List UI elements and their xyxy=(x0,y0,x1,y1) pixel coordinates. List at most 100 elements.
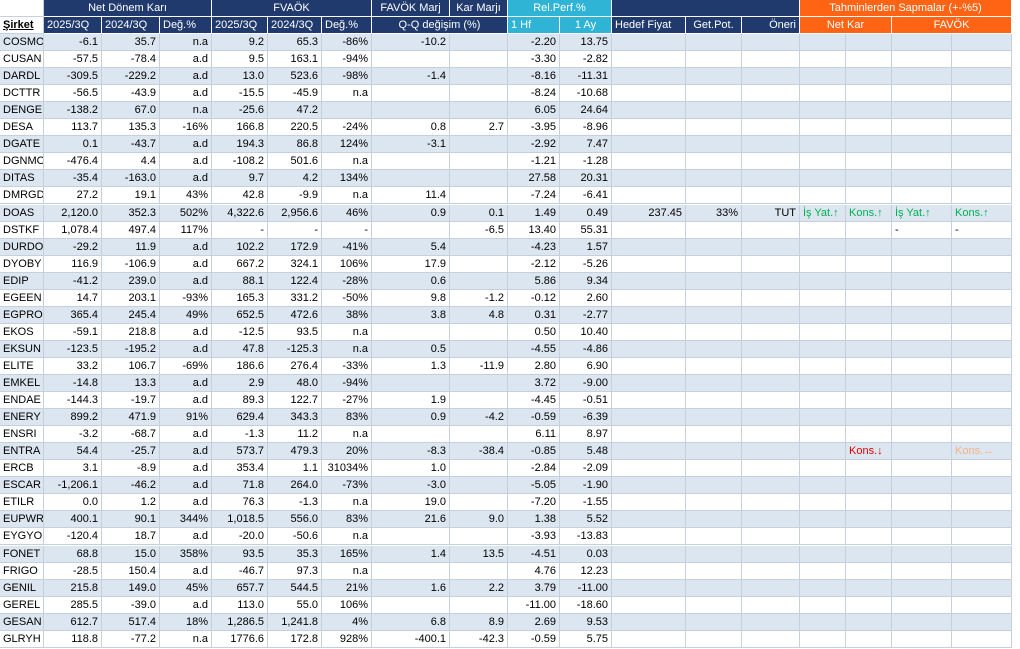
forecast-cell xyxy=(742,596,800,614)
forecast-cell xyxy=(612,579,686,597)
value-cell: n.a xyxy=(160,102,212,120)
forecast-cell xyxy=(612,340,686,358)
ticker: DGATE xyxy=(0,136,44,154)
ticker: GESAN xyxy=(0,613,44,631)
forecast-cell xyxy=(800,528,846,546)
forecast-cell: Kons.↑ xyxy=(952,204,1012,222)
column-header: FAVÖK xyxy=(892,17,1012,34)
forecast-cell xyxy=(892,477,952,495)
value-cell: -4.51 xyxy=(508,545,560,563)
value-cell: 97.3 xyxy=(268,562,322,580)
value-cell: 472.6 xyxy=(268,306,322,324)
forecast-cell xyxy=(612,306,686,324)
value-cell: 9.0 xyxy=(450,511,508,529)
value-cell xyxy=(450,102,508,120)
forecast-cell xyxy=(742,238,800,256)
value-cell xyxy=(372,375,450,393)
value-cell: 71.8 xyxy=(212,477,268,495)
value-cell: -0.85 xyxy=(508,443,560,461)
value-cell: -94% xyxy=(322,51,372,69)
value-cell: 172.9 xyxy=(268,238,322,256)
group-header: FAVÖK Marj xyxy=(372,0,450,17)
forecast-cell xyxy=(892,613,952,631)
value-cell: -144.3 xyxy=(44,392,102,410)
forecast-cell xyxy=(952,68,1012,86)
value-cell: 5.48 xyxy=(560,443,612,461)
forecast-cell xyxy=(742,34,800,52)
value-cell: 501.6 xyxy=(268,153,322,171)
value-cell: -35.4 xyxy=(44,170,102,188)
forecast-cell xyxy=(612,511,686,529)
ticker: EGEEN xyxy=(0,289,44,307)
forecast-cell xyxy=(800,34,846,52)
value-cell: 502% xyxy=(160,204,212,222)
forecast-cell xyxy=(686,102,742,120)
forecast-cell xyxy=(846,85,892,103)
value-cell: 352.3 xyxy=(102,204,160,222)
forecast-cell xyxy=(846,34,892,52)
value-cell xyxy=(450,51,508,69)
forecast-cell xyxy=(612,613,686,631)
value-cell: 0.50 xyxy=(508,323,560,341)
value-cell: a.d xyxy=(160,460,212,478)
value-cell: 2,120.0 xyxy=(44,204,102,222)
forecast-cell xyxy=(686,187,742,205)
forecast-cell xyxy=(892,289,952,307)
value-cell: 113.7 xyxy=(44,119,102,137)
value-cell: a.d xyxy=(160,153,212,171)
value-cell: a.d xyxy=(160,255,212,273)
value-cell: 1.0 xyxy=(372,460,450,478)
value-cell: -57.5 xyxy=(44,51,102,69)
value-cell: -1,206.1 xyxy=(44,477,102,495)
column-header: 1 Ay xyxy=(560,17,612,34)
forecast-cell xyxy=(742,187,800,205)
forecast-cell: Kons.↔ xyxy=(952,443,1012,461)
ticker: GENIL xyxy=(0,579,44,597)
value-cell: 135.3 xyxy=(102,119,160,137)
value-cell: 285.5 xyxy=(44,596,102,614)
ticker: FRIGO xyxy=(0,562,44,580)
forecast-cell xyxy=(952,238,1012,256)
column-header: Şirket xyxy=(0,17,44,34)
forecast-cell xyxy=(846,170,892,188)
forecast-cell xyxy=(952,357,1012,375)
value-cell xyxy=(450,68,508,86)
forecast-cell xyxy=(742,357,800,375)
value-cell: n.a xyxy=(322,528,372,546)
forecast-cell xyxy=(846,51,892,69)
forecast-cell xyxy=(846,102,892,120)
ticker: ERCB xyxy=(0,460,44,478)
value-cell: -7.24 xyxy=(508,187,560,205)
forecast-cell xyxy=(800,255,846,273)
forecast-cell xyxy=(952,170,1012,188)
value-cell: 55.0 xyxy=(268,596,322,614)
forecast-cell xyxy=(612,238,686,256)
value-cell: 9.2 xyxy=(212,34,268,52)
ticker: DURDO xyxy=(0,238,44,256)
value-cell: 31034% xyxy=(322,460,372,478)
value-cell: 163.1 xyxy=(268,51,322,69)
value-cell: 353.4 xyxy=(212,460,268,478)
forecast-cell xyxy=(892,68,952,86)
forecast-cell xyxy=(742,119,800,137)
forecast-cell xyxy=(686,528,742,546)
value-cell: 612.7 xyxy=(44,613,102,631)
value-cell: 20% xyxy=(322,443,372,461)
forecast-cell xyxy=(742,426,800,444)
forecast-cell xyxy=(686,119,742,137)
value-cell: a.d xyxy=(160,136,212,154)
value-cell: 497.4 xyxy=(102,221,160,239)
value-cell xyxy=(450,426,508,444)
forecast-cell xyxy=(612,34,686,52)
value-cell: -77.2 xyxy=(102,630,160,648)
forecast-cell xyxy=(612,392,686,410)
value-cell: 117% xyxy=(160,221,212,239)
value-cell: -69% xyxy=(160,357,212,375)
forecast-cell xyxy=(686,34,742,52)
value-cell: 172.8 xyxy=(268,630,322,648)
value-cell: -163.0 xyxy=(102,170,160,188)
value-cell: n.a xyxy=(160,630,212,648)
forecast-cell xyxy=(742,221,800,239)
value-cell xyxy=(372,426,450,444)
value-cell: 166.8 xyxy=(212,119,268,137)
